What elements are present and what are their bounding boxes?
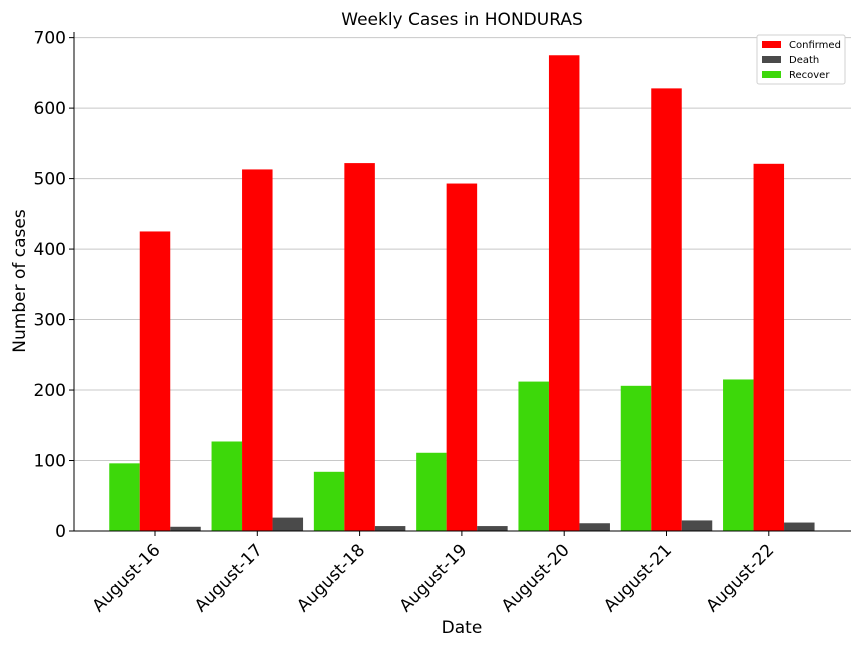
bar-recover-august-16 <box>109 463 140 531</box>
x-tick-label: August-20 <box>498 540 574 616</box>
x-tick-label: August-22 <box>702 540 778 616</box>
legend-swatch-death <box>762 56 781 63</box>
bar-confirmed-august-19 <box>446 183 478 532</box>
bar-confirmed-august-22 <box>753 163 785 531</box>
legend-label-death: Death <box>789 55 819 66</box>
legend: Confirmed Death Recover <box>756 34 846 85</box>
x-tick-label: August-17 <box>191 540 267 616</box>
chart-title: Weekly Cases in HONDURAS <box>341 10 583 30</box>
y-tick-label: 200 <box>34 381 66 401</box>
bar-confirmed-august-17 <box>242 169 273 531</box>
y-tick-label: 100 <box>34 452 66 472</box>
x-tick-label: August-19 <box>396 540 472 616</box>
y-tick-label: 400 <box>34 240 66 260</box>
bar-recover-august-19 <box>416 452 447 531</box>
y-axis-label: Number of cases <box>10 209 30 353</box>
bar-confirmed-august-20 <box>548 55 580 531</box>
y-tick-label: 600 <box>34 99 66 119</box>
bar-death-august-19 <box>477 526 508 531</box>
x-tick-label: August-21 <box>600 540 676 616</box>
bar-recover-august-20 <box>518 381 549 531</box>
y-tick-label: 300 <box>34 311 66 331</box>
bar-recover-august-17 <box>211 441 243 531</box>
x-tick-label: August-18 <box>293 540 369 616</box>
y-ticks: 0 100 200 300 400 500 600 700 <box>34 29 74 542</box>
bar-death-august-17 <box>272 517 304 531</box>
bars <box>109 55 815 532</box>
bar-death-august-22 <box>784 522 815 531</box>
bar-recover-august-22 <box>723 379 754 531</box>
legend-label-confirmed: Confirmed <box>789 40 841 51</box>
bar-death-august-20 <box>579 523 610 531</box>
bar-confirmed-august-18 <box>344 163 375 532</box>
legend-swatch-confirmed <box>762 41 781 48</box>
legend-swatch-recover <box>762 71 781 78</box>
legend-label-recover: Recover <box>789 70 830 81</box>
x-axis-label: Date <box>442 618 483 638</box>
bar-recover-august-21 <box>620 385 652 531</box>
x-ticks: August-16 August-17 August-18 August-19 Augu… <box>89 531 778 616</box>
y-tick-label: 700 <box>34 29 66 49</box>
y-tick-label: 0 <box>55 522 66 542</box>
bar-confirmed-august-21 <box>651 88 682 531</box>
bar-confirmed-august-16 <box>139 231 171 531</box>
bar-death-august-18 <box>374 526 406 531</box>
y-tick-label: 500 <box>34 170 66 190</box>
bar-death-august-16 <box>170 526 201 531</box>
bar-recover-august-18 <box>313 471 345 531</box>
x-tick-label: August-16 <box>89 540 165 616</box>
axes <box>73 32 851 532</box>
bar-death-august-21 <box>681 520 713 531</box>
